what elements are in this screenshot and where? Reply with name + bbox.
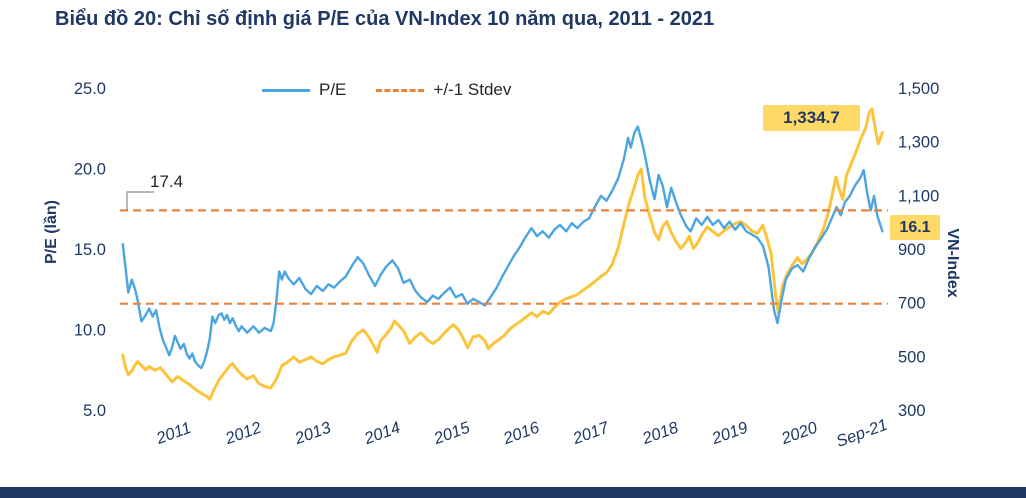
vnindex-line-series (121, 107, 884, 401)
left-axis-tick-label: 5.0 (83, 402, 106, 420)
x-axis-tick-label: 2017 (570, 418, 612, 448)
right-axis-tick-label: 900 (898, 241, 926, 259)
x-axis-tick-label: 2019 (709, 419, 751, 449)
stdev-upper-value-label: 17.4 (150, 172, 184, 191)
legend-item-stdev: +/-1 Stdev (376, 80, 511, 100)
x-axis-tick-label: 2015 (431, 418, 473, 448)
pe-line-series (121, 125, 884, 370)
legend-label-stdev: +/-1 Stdev (433, 80, 512, 99)
legend-item-pe: P/E (262, 80, 346, 100)
chart-legend: P/E +/-1 Stdev (262, 80, 511, 100)
right-axis-tick-label: 1,500 (898, 80, 939, 98)
footer-bar (0, 487, 1026, 498)
x-axis-tick-label: 2020 (778, 418, 820, 448)
right-axis-tick-label: 500 (898, 348, 926, 366)
x-axis-tick-label: 2013 (292, 418, 334, 448)
x-axis-tick-label: 2014 (361, 419, 403, 449)
right-axis-tick-label: 1,300 (898, 134, 939, 152)
x-axis-tick-label: 2011 (153, 419, 193, 448)
x-axis-tick-label: 2012 (222, 419, 264, 449)
left-axis-title: P/E (lần) (43, 199, 60, 265)
right-axis-title: VN-Index (944, 228, 961, 298)
x-axis-tick-label: 2018 (639, 418, 681, 448)
chart-title: Biểu đồ 20: Chỉ số định giá P/E của VN-I… (55, 8, 715, 30)
pe-latest-value-badge: 16.1 (890, 215, 940, 240)
right-axis-tick-label: 300 (898, 402, 926, 420)
legend-label-pe: P/E (319, 80, 347, 99)
left-axis-tick-label: 10.0 (74, 322, 106, 340)
x-axis-tick-label: 2016 (500, 418, 542, 448)
left-axis-tick-label: 20.0 (74, 161, 106, 179)
right-axis-tick-label: 1,100 (898, 187, 939, 205)
stdev-annotation-connector (126, 191, 154, 211)
x-axis-tick-label: Sep-21 (834, 416, 890, 451)
left-axis-tick-label: 15.0 (74, 241, 106, 259)
pe-line-swatch-icon (262, 88, 310, 92)
stdev-line-swatch-icon (376, 88, 425, 92)
vnindex-latest-value-badge: 1,334.7 (763, 105, 860, 131)
left-axis-tick-label: 25.0 (74, 80, 106, 98)
right-axis-tick-label: 700 (898, 295, 926, 313)
